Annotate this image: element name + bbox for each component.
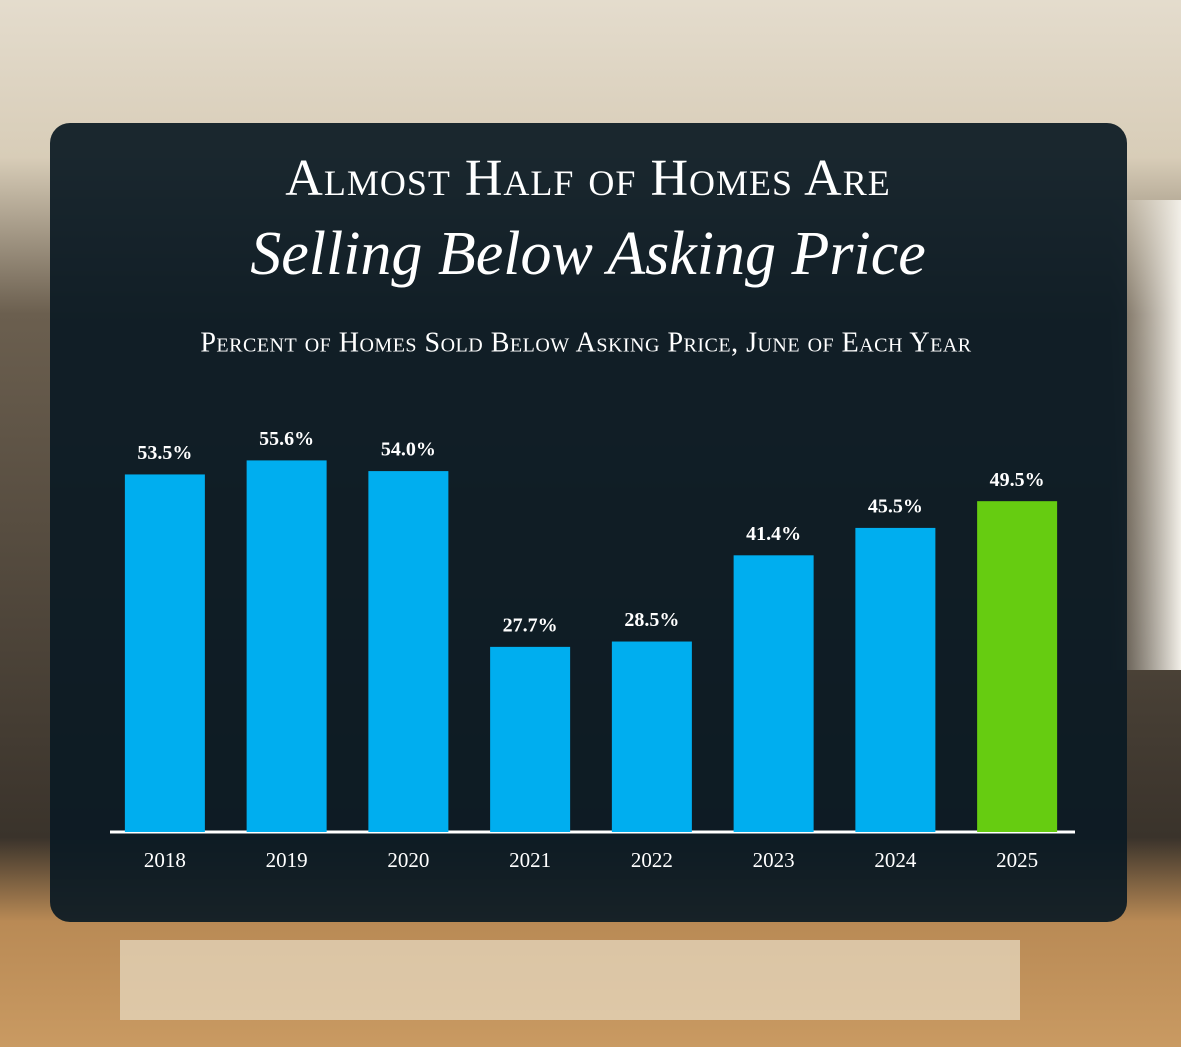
value-label: 49.5% [990,469,1045,491]
x-tick-label: 2022 [631,848,673,872]
chart-title: Almost Half of Homes Are [285,150,890,207]
value-label: 28.5% [624,609,679,631]
x-tick-label: 2025 [996,848,1038,872]
value-label: 41.4% [746,523,801,545]
x-tick-label: 2023 [753,848,795,872]
x-tick-label: 2018 [144,848,186,872]
value-label: 45.5% [868,496,923,518]
bar [246,460,327,832]
bar [977,501,1058,832]
bar [611,641,692,832]
bar [855,527,936,832]
value-label: 53.5% [137,442,192,464]
bar [368,471,449,832]
bar [490,646,571,832]
bar [124,474,205,832]
chart-subtitle: Percent of Homes Sold Below Asking Price… [200,327,971,358]
x-tick-label: 2021 [509,848,551,872]
value-label: 54.0% [381,439,436,461]
bar [733,555,814,832]
x-tick-label: 2019 [266,848,308,872]
x-tick-label: 2024 [874,848,917,872]
x-tick-label: 2020 [387,848,429,872]
chart-title-emphasis: Selling Below Asking Price [250,220,926,288]
rug [120,940,1020,1020]
value-label: 55.6% [259,428,314,450]
value-label: 27.7% [503,614,558,636]
